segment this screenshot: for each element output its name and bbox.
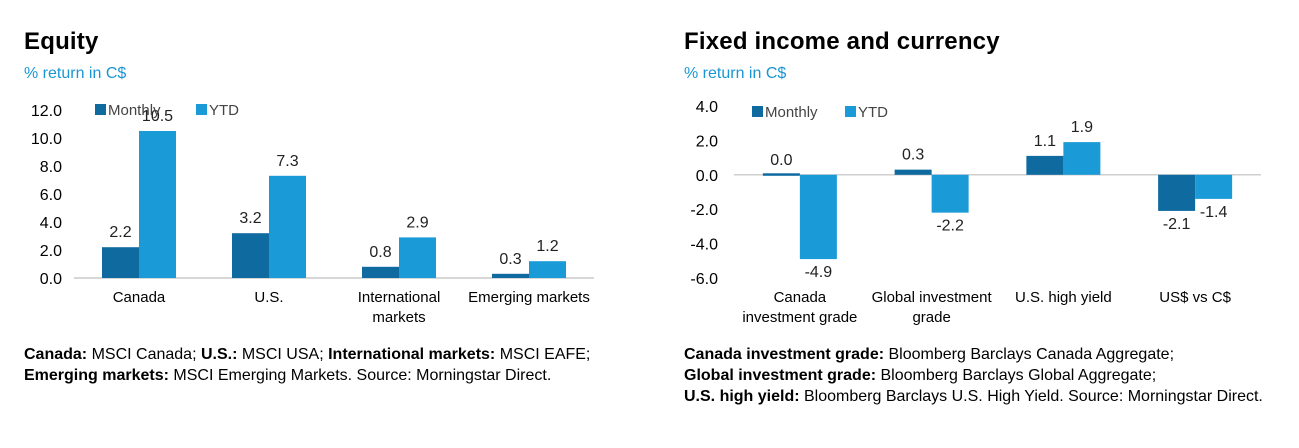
equity-y-tick-label: 4.0 xyxy=(40,215,62,232)
note-text-emerging: MSCI Emerging Markets. Source: Morningst… xyxy=(168,367,552,384)
equity-category-label: International xyxy=(358,289,441,306)
fixed-data-label-ytd: -4.9 xyxy=(805,264,833,281)
fixed-y-tick-label: 0.0 xyxy=(696,168,718,185)
equity-category-label: U.S. xyxy=(254,289,283,306)
fixed-category-label: Canada xyxy=(774,289,827,306)
fixed-income-note: Canada investment grade: Bloomberg Barcl… xyxy=(684,344,1264,407)
note-text-us: MSCI USA; xyxy=(237,346,329,363)
equity-bar-monthly xyxy=(232,233,269,278)
fixed-data-label-monthly: -2.1 xyxy=(1163,216,1191,233)
fixed-bar-monthly xyxy=(762,173,800,176)
equity-chart: 12.0 10.0 8.0 6.0 4.0 2.0 0.0 2.2 10.5 Canada 3.2 7… xyxy=(31,102,594,326)
note-text-us-hy: Bloomberg Barclays U.S. High Yield. Sour… xyxy=(799,388,1263,405)
note-label-global-ig: Global investment grade: xyxy=(684,367,877,384)
equity-title: Equity xyxy=(24,28,99,55)
fixed-category-label: grade xyxy=(912,309,950,326)
fixed-data-label-monthly: 0.3 xyxy=(902,147,924,164)
equity-legend-label-monthly: Monthly xyxy=(108,102,161,119)
fixed-category-label: US$ vs C$ xyxy=(1159,289,1231,306)
fixed-category-label: investment grade xyxy=(742,309,857,326)
equity-data-label-monthly: 0.3 xyxy=(499,251,521,268)
fixed-data-label-monthly: 0.0 xyxy=(770,152,792,169)
fixed-data-label-ytd: 1.9 xyxy=(1071,119,1093,136)
equity-data-label-ytd: 2.9 xyxy=(406,214,428,231)
equity-y-tick-label: 10.0 xyxy=(31,131,62,148)
fixed-legend-label-monthly: Monthly xyxy=(765,104,818,121)
equity-data-label-ytd: 7.3 xyxy=(276,153,298,170)
fixed-income-chart: 4.0 2.0 0.0 -2.0 -4.0 -6.0 0.0 -4.9 Canada invest… xyxy=(690,99,1261,326)
note-text-international: MSCI EAFE; xyxy=(495,346,591,363)
equity-bar-ytd xyxy=(529,261,566,278)
equity-category-label: Canada xyxy=(113,289,166,306)
equity-category-label: markets xyxy=(372,309,425,326)
note-label-emerging: Emerging markets: xyxy=(24,367,169,384)
equity-y-tick-label: 0.0 xyxy=(40,271,62,288)
fixed-bar-monthly xyxy=(1158,174,1196,211)
note-label-us-hy: U.S. high yield: xyxy=(684,388,800,405)
note-text-canada-ig: Bloomberg Barclays Canada Aggregate; xyxy=(884,346,1175,363)
fixed-legend-label-ytd: YTD xyxy=(858,104,888,121)
equity-bar-ytd xyxy=(269,175,306,278)
note-label-us: U.S.: xyxy=(200,346,238,363)
fixed-y-tick-label: 4.0 xyxy=(696,99,718,116)
fixed-data-label-ytd: -2.2 xyxy=(936,218,964,235)
equity-legend-swatch-monthly xyxy=(95,104,106,115)
fixed-legend-swatch-ytd xyxy=(845,106,856,117)
equity-subtitle: % return in C$ xyxy=(24,65,127,82)
equity-data-label-monthly: 2.2 xyxy=(109,224,131,241)
note-label-canada-ig: Canada investment grade: xyxy=(684,346,885,363)
equity-y-tick-label: 6.0 xyxy=(40,187,62,204)
fixed-y-tick-label: 2.0 xyxy=(696,133,718,150)
fixed-bar-ytd xyxy=(1063,142,1101,175)
equity-data-label-monthly: 0.8 xyxy=(369,244,391,261)
equity-data-label-ytd: 1.2 xyxy=(536,238,558,255)
equity-category-label: Emerging markets xyxy=(468,289,590,306)
equity-y-tick-label: 12.0 xyxy=(31,103,62,120)
equity-bar-monthly xyxy=(362,266,399,278)
fixed-income-title: Fixed income and currency xyxy=(684,28,1000,55)
fixed-legend-swatch-monthly xyxy=(752,106,763,117)
equity-data-label-ytd: 10.5 xyxy=(142,108,173,125)
fixed-data-label-ytd: -1.4 xyxy=(1200,204,1228,221)
fixed-bar-ytd xyxy=(931,174,969,213)
equity-legend-label-ytd: YTD xyxy=(209,102,239,119)
equity-y-tick-label: 8.0 xyxy=(40,159,62,176)
note-label-international: International markets: xyxy=(328,346,496,363)
fixed-y-tick-label: -4.0 xyxy=(690,237,718,254)
equity-y-tick-label: 2.0 xyxy=(40,243,62,260)
fixed-bar-ytd xyxy=(1195,174,1233,199)
note-text-global-ig: Bloomberg Barclays Global Aggregate; xyxy=(876,367,1157,384)
equity-data-label-monthly: 3.2 xyxy=(239,210,261,227)
equity-bar-monthly xyxy=(102,247,139,278)
fixed-bar-monthly xyxy=(1026,155,1064,175)
equity-bar-monthly xyxy=(492,273,529,278)
fixed-y-tick-label: -6.0 xyxy=(690,271,718,288)
fixed-bar-monthly xyxy=(894,169,932,175)
fixed-data-label-monthly: 1.1 xyxy=(1034,133,1056,150)
equity-note: Canada: MSCI Canada; U.S.: MSCI USA; Int… xyxy=(24,344,594,386)
equity-bar-ytd xyxy=(399,237,436,278)
fixed-category-label: Global investment xyxy=(872,289,993,306)
fixed-bar-ytd xyxy=(799,174,837,260)
fixed-income-subtitle: % return in C$ xyxy=(684,65,787,82)
equity-bar-ytd xyxy=(139,131,176,278)
equity-legend-swatch-ytd xyxy=(196,104,207,115)
fixed-category-label: U.S. high yield xyxy=(1015,289,1112,306)
fixed-y-tick-label: -2.0 xyxy=(690,202,718,219)
note-label-canada: Canada: xyxy=(24,346,88,363)
note-text-canada: MSCI Canada; xyxy=(87,346,201,363)
